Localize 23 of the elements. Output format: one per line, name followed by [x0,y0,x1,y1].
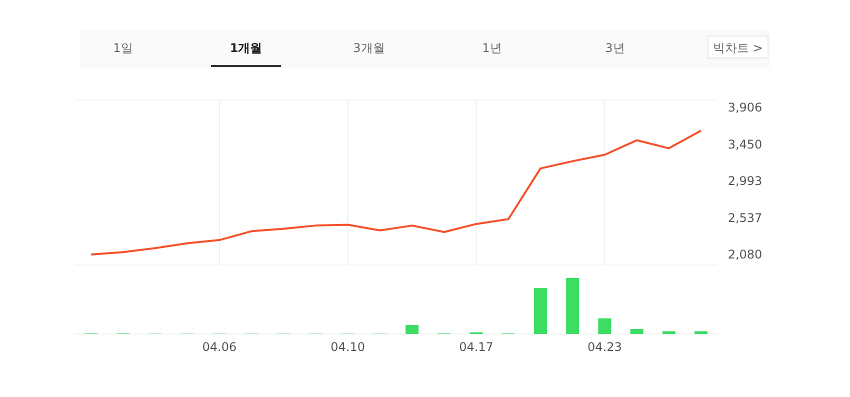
bar [662,331,676,334]
bar [406,325,419,334]
bar [630,328,644,334]
line-series [90,130,702,256]
bar [598,318,612,334]
text: 3개월 [353,41,385,55]
text: 3년 [605,41,625,55]
bar [694,331,708,334]
x-tick-label: 04.23 [588,340,622,354]
x-tick-label: 04.17 [459,340,494,354]
bar [534,288,547,334]
y-tick-label: 3,906 [728,100,762,115]
text: 빅차트 > [713,41,763,55]
y-tick-label: 2,537 [728,210,762,225]
text: 1년 [482,41,502,55]
y-tick-label: 2,080 [728,248,762,262]
x-tick-label: 04.06 [202,340,237,354]
bar [566,278,580,334]
y-tick-label: 3,450 [728,137,762,152]
x-tick-label: 04.10 [330,340,366,354]
text: 1일 [113,41,133,55]
y-tick-label: 2,993 [728,174,762,188]
text: 1개월 [230,41,262,55]
